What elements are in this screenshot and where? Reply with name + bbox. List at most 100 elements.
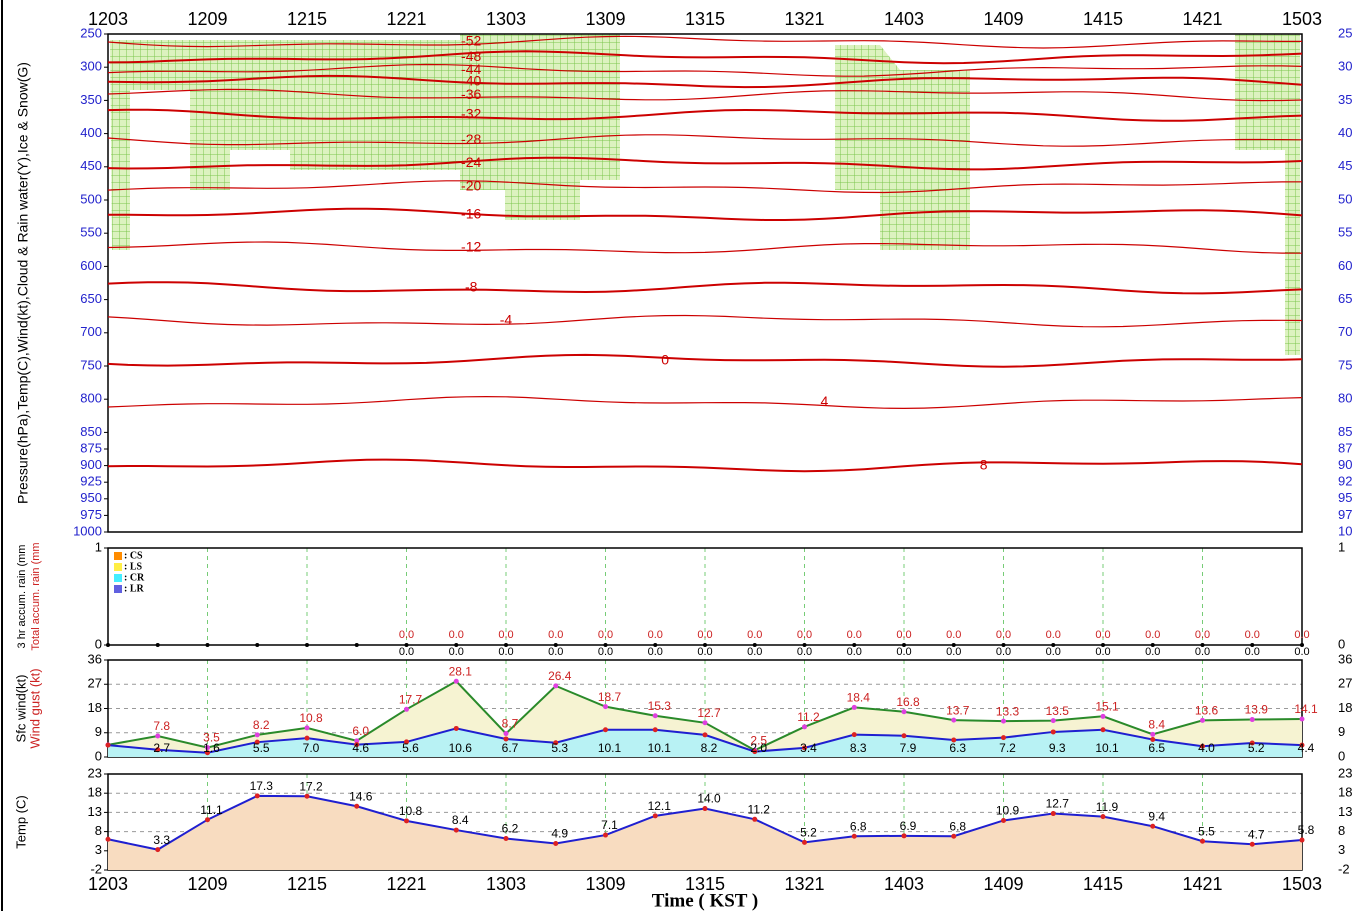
value-label: 9.4 [1148, 809, 1165, 823]
data-point [702, 806, 708, 812]
rain-point [354, 643, 359, 647]
data-point [304, 793, 310, 799]
rain-point [902, 643, 906, 647]
data-point [951, 737, 957, 743]
value-label: 0.0 [847, 646, 862, 658]
temp-contour [107, 180, 1303, 194]
value-label: 7.0 [303, 741, 320, 755]
x-tick-label: 1215 [287, 9, 327, 29]
temp-contour [107, 395, 1303, 410]
y-tick-label: 18 [88, 700, 102, 715]
area-fill [108, 795, 1302, 870]
value-label: 28.1 [449, 664, 473, 678]
y-axis-label: Temp (C) [13, 795, 28, 848]
y-tick-label: 36 [88, 651, 102, 666]
data-point [802, 724, 807, 730]
value-label: 8.3 [850, 741, 867, 755]
y-tick-label-right: 550 [1338, 225, 1353, 240]
value-label: 0.0 [548, 646, 563, 658]
value-label: 14.1 [1294, 702, 1318, 716]
data-point [1001, 718, 1006, 724]
data-point [1249, 841, 1255, 847]
value-label: 16.8 [896, 695, 920, 709]
value-label: 12.1 [648, 799, 672, 813]
data-point [503, 736, 509, 742]
value-label: 26.4 [548, 669, 572, 683]
rain-point [802, 643, 807, 647]
y-tick-label: 700 [80, 324, 102, 339]
y-tick-label: 13 [88, 804, 102, 819]
x-tick-label: 1203 [88, 9, 128, 29]
value-label: 0.0 [399, 629, 414, 641]
x-tick-label: 1309 [585, 874, 625, 894]
rain-point [852, 643, 857, 647]
rain-point [603, 643, 608, 647]
rain-point [553, 643, 558, 647]
contour-label: -12 [461, 239, 481, 255]
legend-label: : LS [124, 561, 143, 572]
rain-point [1250, 643, 1255, 647]
data-point [1150, 823, 1156, 829]
value-label: 10.1 [1095, 741, 1119, 755]
value-label: 0.0 [1294, 646, 1309, 658]
rain-point [504, 643, 508, 647]
data-point [254, 739, 260, 745]
data-point [404, 818, 409, 824]
rain-point [205, 643, 210, 647]
value-label: 0.0 [648, 646, 663, 658]
data-point [1100, 713, 1106, 719]
data-point [354, 742, 360, 748]
value-label: 0.0 [1145, 629, 1160, 641]
data-point [752, 749, 758, 755]
cloud-regions [110, 34, 1300, 355]
rain-point [653, 643, 658, 647]
data-point [702, 732, 708, 738]
value-label: 6.9 [900, 819, 917, 833]
data-point [304, 725, 310, 731]
value-label: 14.0 [697, 792, 721, 806]
data-point [901, 709, 907, 715]
value-label: 12.7 [697, 706, 721, 720]
value-label: 0.0 [1046, 629, 1061, 641]
value-label: 12.7 [1046, 797, 1070, 811]
value-label: 0.0 [896, 629, 911, 641]
data-point [155, 747, 161, 753]
data-point [404, 739, 409, 745]
data-point [901, 733, 907, 739]
data-point [1050, 718, 1056, 724]
value-label: 18.4 [847, 691, 871, 705]
x-tick-label: 1403 [884, 9, 924, 29]
x-tick-label: 1403 [884, 874, 924, 894]
y-axis-label: Wind gust (kt) [27, 668, 42, 748]
value-label: 2.0 [750, 741, 767, 755]
data-point [205, 817, 210, 823]
y-tick-label: 9 [95, 724, 102, 739]
value-label: 0.0 [1145, 646, 1160, 658]
y-axis-label: Sfc wind(kt) [13, 675, 28, 743]
value-label: 8.4 [1148, 718, 1165, 732]
value-label: 0.0 [747, 629, 762, 641]
y-tick-label-right: 350 [1338, 92, 1353, 107]
temp-contour [107, 108, 1303, 122]
rain-point [1200, 643, 1205, 647]
y-tick-label: 23 [88, 765, 102, 780]
value-label: 13.3 [996, 704, 1020, 718]
data-point [155, 847, 161, 853]
x-tick-label: 1221 [386, 9, 426, 29]
y-tick-label: 750 [80, 357, 102, 372]
rain-point [106, 643, 110, 647]
y-tick-label-right: 450 [1338, 158, 1353, 173]
x-tick-label: 1203 [88, 874, 128, 894]
data-point [851, 833, 857, 839]
value-label: 0.0 [498, 646, 513, 658]
value-label: 0.0 [1195, 646, 1210, 658]
y-tick-label: 3 [95, 842, 102, 857]
data-point [1100, 814, 1106, 820]
rain-point [255, 643, 260, 647]
value-label: 0.0 [1046, 646, 1061, 658]
data-point [851, 704, 857, 710]
area-fill [108, 728, 1302, 757]
contour-label: -48 [461, 48, 481, 64]
y-tick-label: 0 [95, 748, 102, 763]
